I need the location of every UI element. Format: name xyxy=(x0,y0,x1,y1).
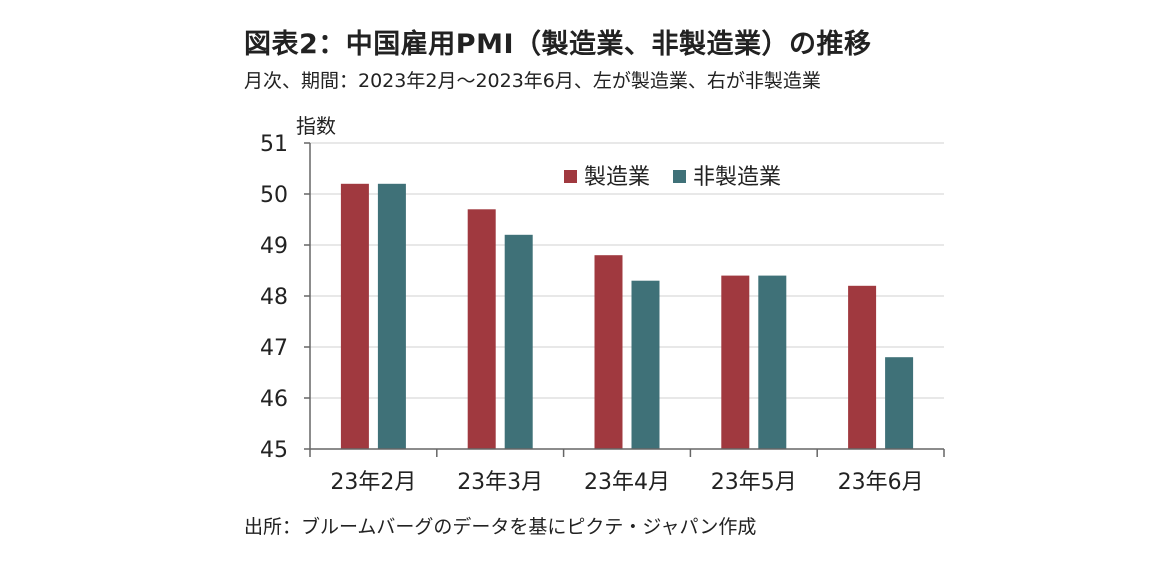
y-tick-label: 47 xyxy=(260,336,288,361)
y-tick-label: 46 xyxy=(260,387,288,412)
chart-title: 図表2：中国雇用PMI（製造業、非製造業）の推移 xyxy=(244,29,872,60)
legend-label: 非製造業 xyxy=(693,165,781,190)
x-tick-label: 23年6月 xyxy=(838,470,924,495)
x-tick-label: 23年4月 xyxy=(584,470,670,495)
bars-group xyxy=(340,183,914,450)
x-tick-label: 23年3月 xyxy=(457,470,543,495)
axes-group xyxy=(304,142,945,457)
chart-subtitle: 月次、期間：2023年2月～2023年6月、左が製造業、右が非製造業 xyxy=(244,70,821,92)
bar-manufacturing xyxy=(721,275,750,449)
grid-lines xyxy=(310,142,944,399)
legend-swatch xyxy=(673,170,686,183)
bar-non-manufacturing xyxy=(885,357,914,449)
bar-manufacturing xyxy=(340,183,369,450)
x-tick-label: 23年5月 xyxy=(711,470,797,495)
bar-non-manufacturing xyxy=(504,234,533,449)
y-tick-label: 45 xyxy=(260,438,288,463)
bar-non-manufacturing xyxy=(758,275,787,449)
legend-swatch xyxy=(564,170,577,183)
bar-manufacturing xyxy=(467,209,496,449)
y-tick-label: 49 xyxy=(260,234,288,259)
x-tick-labels: 23年2月 23年3月 23年4月 23年5月 23年6月 xyxy=(330,470,923,495)
y-axis-unit-label: 指数 xyxy=(296,114,336,138)
bar-non-manufacturing xyxy=(631,280,660,449)
legend-label: 製造業 xyxy=(584,165,650,190)
source-note: 出所：ブルームバーグのデータを基にピクテ・ジャパン作成 xyxy=(244,516,757,538)
bar-manufacturing xyxy=(848,285,877,449)
y-tick-label: 48 xyxy=(260,285,288,310)
y-tick-labels: 45 46 47 48 49 50 51 xyxy=(260,132,288,463)
y-tick-label: 51 xyxy=(260,132,288,157)
y-tick-label: 50 xyxy=(260,183,288,208)
legend: 製造業 非製造業 xyxy=(564,165,781,190)
x-tick-label: 23年2月 xyxy=(330,470,416,495)
bar-manufacturing xyxy=(594,255,623,449)
bar-non-manufacturing xyxy=(377,183,406,450)
